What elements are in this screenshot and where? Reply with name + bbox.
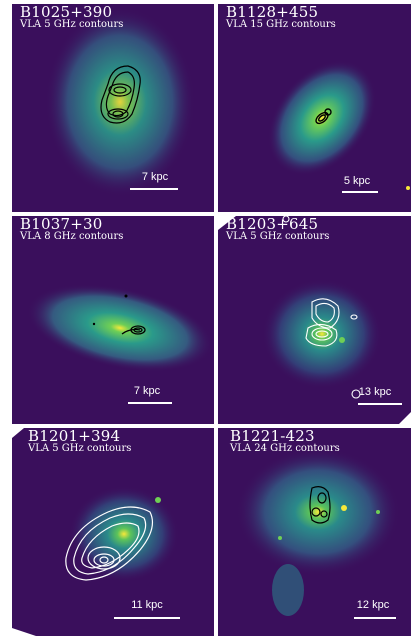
- radio-contours: [309, 486, 331, 524]
- panel-subtitle: VLA 15 GHz contours: [226, 19, 336, 30]
- radio-contours: [100, 65, 141, 124]
- galaxy-image-b1128: [218, 4, 411, 212]
- scale-bar: [358, 403, 402, 405]
- galaxy-image-b1203: [218, 216, 411, 424]
- panel-b1128: B1128+455 VLA 15 GHz contours 5 kpc: [218, 4, 411, 212]
- galaxy-image-b1025: [12, 4, 214, 212]
- scale-label: 13 kpc: [358, 386, 392, 398]
- panel-b1025: B1025+390 VLA 5 GHz contours 7 kpc: [12, 4, 214, 212]
- panel-title: B1221-423: [230, 428, 315, 445]
- panel-title: B1128+455: [226, 4, 319, 21]
- panel-subtitle: VLA 24 GHz contours: [230, 443, 340, 454]
- panel-title: B1037+30: [20, 216, 103, 233]
- scale-label: 12 kpc: [356, 599, 390, 611]
- radio-contours: [282, 216, 361, 399]
- panel-subtitle: VLA 5 GHz contours: [20, 19, 124, 30]
- scale-label: 11 kpc: [131, 599, 163, 611]
- scale-label: 7 kpc: [141, 171, 169, 183]
- galaxy-image-b1201: [12, 428, 214, 636]
- panel-subtitle: VLA 8 GHz contours: [20, 231, 124, 242]
- panel-b1037: B1037+30 VLA 8 GHz contours 7 kpc: [12, 216, 214, 424]
- scale-label: 7 kpc: [133, 385, 161, 397]
- panel-b1201: B1201+394 VLA 5 GHz contours 11 kpc: [12, 428, 214, 636]
- panel-subtitle: VLA 5 GHz contours: [226, 231, 330, 242]
- scale-bar: [354, 617, 396, 619]
- radio-contours: [65, 506, 153, 581]
- panel-b1221: B1221-423 VLA 24 GHz contours 12 kpc: [218, 428, 411, 636]
- scale-bar: [128, 402, 172, 404]
- scale-label: 5 kpc: [343, 175, 371, 187]
- scale-bar: [342, 191, 378, 193]
- scale-bar: [130, 188, 178, 190]
- panel-b1203: B1203+645 VLA 5 GHz contours 13 kpc: [218, 216, 411, 424]
- galaxy-image-b1221: [218, 428, 411, 636]
- radio-contours: [121, 325, 146, 335]
- radio-contours: [315, 108, 332, 125]
- scale-bar: [114, 617, 180, 619]
- panel-title: B1203+645: [226, 216, 319, 233]
- panel-title: B1025+390: [20, 4, 113, 21]
- panel-title: B1201+394: [28, 428, 121, 445]
- panel-subtitle: VLA 5 GHz contours: [28, 443, 132, 454]
- galaxy-image-b1037: [12, 216, 214, 424]
